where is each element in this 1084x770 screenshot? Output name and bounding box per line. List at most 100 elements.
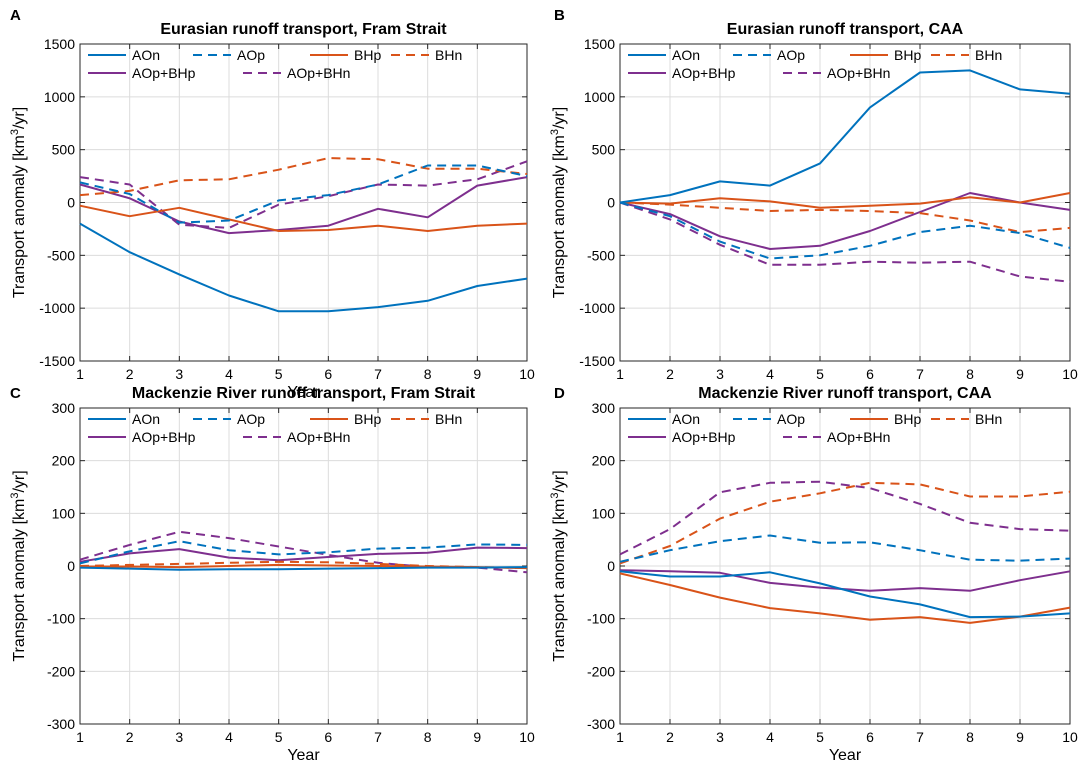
series-line-bhn [79,157,528,197]
y-tick-label: -300 [587,716,615,732]
legend-label: AOp+BHp [672,65,736,81]
legend-label: BHn [975,411,1002,427]
x-tick-label: 8 [966,366,974,382]
legend: AOn AOp BHp BHn AOp+BHp AOp+BHn [628,411,1002,445]
x-tick-label: 6 [866,729,874,745]
y-tick-label: 500 [52,142,76,158]
legend-label: BHn [435,47,462,63]
y-axis-label: Transport anomaly [km3/yr] [9,107,28,298]
series-line-aop-plus-bhn [619,201,1071,283]
y-tick-label: -1000 [579,300,615,316]
x-tick-label: 9 [473,366,481,382]
panel-c: C Mackenzie River runoff transport, Fram … [9,385,535,764]
panel-b: B Eurasian runoff transport, CAA 1 2 3 4 5 6 7 8 9… [549,7,1078,382]
x-tick-label: 5 [816,729,824,745]
legend-label: AOn [672,47,700,63]
y-tick-label: -300 [47,716,75,732]
x-tick-label: 6 [866,366,874,382]
y-tick-label: -500 [587,247,615,263]
panel-a: A Eurasian runoff transport, Fram Strait 1… [9,7,535,401]
x-tick-label: 10 [519,729,535,745]
x-tick-label: 8 [424,366,432,382]
x-axis-label: Year [287,747,320,764]
x-tick-label: 2 [126,729,134,745]
series-line-aop [79,164,528,224]
x-tick-label: 9 [473,729,481,745]
legend-label: AOn [132,47,160,63]
x-tick-label: 3 [175,366,183,382]
series-line-aop-plus-bhp [619,569,1071,592]
y-tick-label: 100 [52,505,76,521]
x-tick-label: 9 [1016,366,1024,382]
y-tick-label: -200 [587,663,615,679]
x-tick-label: 8 [966,729,974,745]
panel-d: D Mackenzie River runoff transport, CAA 1 2… [549,385,1078,764]
chart-title: Eurasian runoff transport, Fram Strait [160,21,447,38]
x-tick-label: 7 [916,366,924,382]
x-tick-label: 3 [716,729,724,745]
series-line-aon [79,566,528,571]
legend-label: BHn [435,411,462,427]
series-line-bhp [619,572,1071,624]
chart-title: Mackenzie River runoff transport, CAA [698,385,992,402]
y-tick-label: 100 [592,505,616,521]
y-tick-label: -1500 [579,353,615,369]
x-tick-label: 4 [766,729,774,745]
legend-label: AOn [672,411,700,427]
x-tick-label: 1 [76,366,84,382]
x-tick-label: 2 [126,366,134,382]
y-tick-label: -500 [47,247,75,263]
x-tick-label: 7 [374,729,382,745]
panel-letter: A [10,7,21,24]
y-axis-label: Transport anomaly [km3/yr] [549,107,568,298]
series-line-aop-plus-bhp [619,192,1071,250]
y-tick-label: -100 [47,611,75,627]
legend-label: BHp [354,47,381,63]
legend-label: BHp [894,47,921,63]
x-tick-label: 10 [1062,366,1078,382]
legend-label: AOp+BHp [132,429,196,445]
series-line-bhn [619,481,1071,565]
x-axis-label: Year [287,384,320,401]
series-line-bhp [619,192,1071,209]
legend-label: AOp+BHn [827,65,890,81]
legend-label: AOn [132,411,160,427]
y-tick-label: 1000 [44,89,75,105]
series-line-aon [619,570,1071,619]
y-tick-label: 1500 [44,36,75,52]
legend-label: AOp+BHp [672,429,736,445]
legend: AOn AOp BHp BHn AOp+BHp AOp+BHn [88,411,462,445]
x-tick-label: 3 [175,729,183,745]
y-tick-label: -200 [47,663,75,679]
legend-label: AOp [777,47,805,63]
y-tick-label: 200 [52,453,76,469]
x-tick-label: 5 [816,366,824,382]
y-tick-label: 1000 [584,89,615,105]
x-tick-label: 3 [716,366,724,382]
panel-letter: C [10,385,21,402]
x-axis-label: Year [829,747,862,764]
series-line-aop [619,201,1071,260]
x-tick-label: 10 [1062,729,1078,745]
series-line-aon [79,222,528,313]
x-tick-label: 6 [324,366,332,382]
legend: AOn AOp BHp BHn AOp+BHp AOp+BHn [88,47,462,81]
series-line-bhp [79,204,528,232]
series-line-bhn [619,201,1071,234]
x-tick-label: 1 [76,729,84,745]
series-line-aop-plus-bhn [79,160,528,229]
legend-label: BHp [354,411,381,427]
y-tick-label: -1500 [39,353,75,369]
y-tick-label: 0 [607,558,615,574]
series-line-aop-plus-bhn [619,480,1071,556]
y-tick-label: -1000 [39,300,75,316]
y-axis-label: Transport anomaly [km3/yr] [549,470,568,661]
x-tick-label: 5 [275,366,283,382]
x-tick-label: 6 [324,729,332,745]
y-tick-label: 300 [52,400,76,416]
legend-label: AOp [237,47,265,63]
x-tick-label: 5 [275,729,283,745]
legend-label: BHp [894,411,921,427]
y-tick-label: 300 [592,400,616,416]
